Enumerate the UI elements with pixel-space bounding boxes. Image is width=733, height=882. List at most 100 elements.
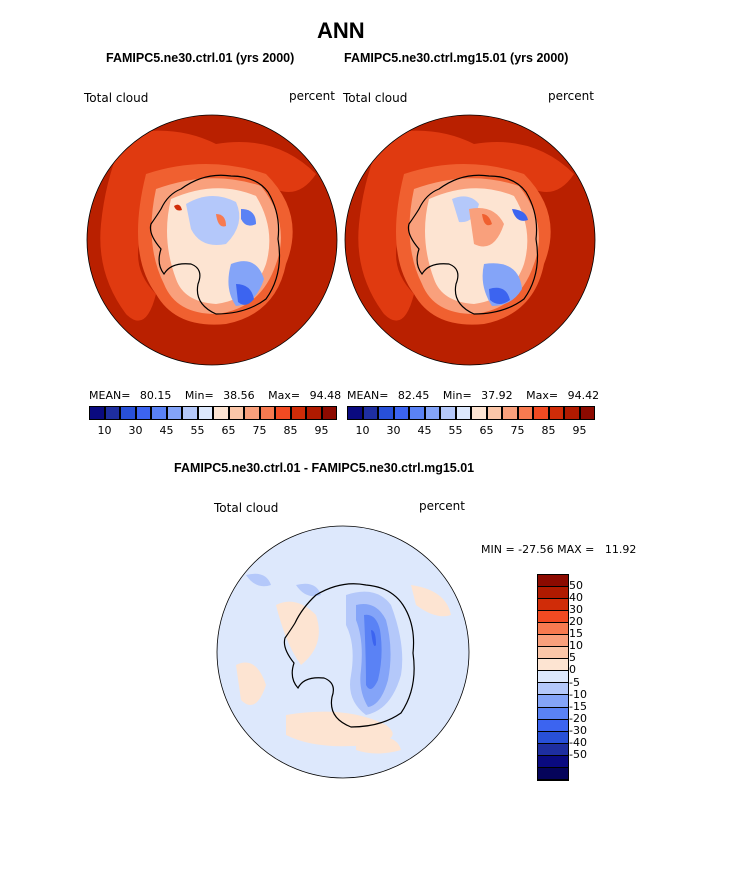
colorbar-tick-label: 45 (159, 424, 174, 437)
colorbar-swatch (455, 406, 471, 420)
colorbar-swatch (135, 406, 151, 420)
colorbar-swatch (259, 406, 275, 420)
colorbar-swatch (182, 406, 198, 420)
right-colorbar (347, 406, 595, 420)
colorbar-swatch (424, 406, 440, 420)
colorbar-swatch (538, 731, 568, 744)
colorbar-swatch (321, 406, 337, 420)
colorbar-label: -5 (569, 675, 580, 689)
left-polar-map (86, 114, 338, 366)
colorbar-swatch (347, 406, 363, 420)
colorbar-swatch (538, 755, 568, 768)
right-min-value: 37.92 (481, 389, 513, 402)
colorbar-tick-label: 75 (510, 424, 525, 437)
left-unit-label: percent (289, 89, 335, 103)
colorbar-label: -40 (569, 735, 587, 749)
colorbar-label: -50 (569, 747, 587, 761)
colorbar-swatch (244, 406, 260, 420)
colorbar-swatch (471, 406, 487, 420)
right-max-value: 94.42 (567, 389, 600, 402)
colorbar-swatch (538, 671, 568, 684)
right-unit-label: percent (548, 89, 594, 103)
colorbar-swatch (120, 406, 136, 420)
colorbar-tick-label: 10 (97, 424, 112, 437)
colorbar-swatch (538, 767, 568, 780)
colorbar-label: -30 (569, 723, 587, 737)
left-stats: MEAN= 80.15 Min= 38.56 Max= 94.48 (89, 389, 341, 402)
colorbar-label: 30 (569, 603, 583, 617)
diff-colorbar (537, 574, 569, 781)
colorbar-swatch (409, 406, 425, 420)
colorbar-swatch (538, 623, 568, 636)
left-mean-value: 80.15 (139, 389, 172, 402)
left-max-value: 94.48 (309, 389, 342, 402)
diff-unit-label: percent (419, 499, 465, 513)
diff-subtitle: FAMIPC5.ne30.ctrl.01 - FAMIPC5.ne30.ctrl… (174, 461, 475, 475)
colorbar-swatch (564, 406, 580, 420)
left-max-label: Max= (268, 389, 301, 402)
colorbar-label: 15 (569, 627, 583, 641)
colorbar-tick-label: 10 (355, 424, 370, 437)
diff-polar-map (216, 525, 470, 779)
right-panel-subtitle: FAMIPC5.ne30.ctrl.mg15.01 (yrs 2000) (344, 51, 569, 65)
colorbar-swatch (548, 406, 564, 420)
left-variable-label: Total cloud (84, 91, 149, 105)
diff-minmax: MIN = -27.56 MAX = 11.92 (481, 543, 637, 556)
colorbar-tick-label: 45 (417, 424, 432, 437)
right-mean-value: 82.45 (397, 389, 430, 402)
colorbar-swatch (517, 406, 533, 420)
colorbar-swatch (538, 611, 568, 624)
right-mean-label: MEAN= (347, 389, 389, 402)
colorbar-tick-label: 85 (283, 424, 298, 437)
colorbar-label: 50 (569, 579, 583, 593)
colorbar-tick-label: 30 (128, 424, 143, 437)
left-mean-label: MEAN= (89, 389, 131, 402)
left-min-label: Min= (184, 389, 214, 402)
colorbar-tick-label: 55 (190, 424, 205, 437)
colorbar-swatch (151, 406, 167, 420)
colorbar-swatch (538, 743, 568, 756)
colorbar-swatch (166, 406, 182, 420)
colorbar-swatch (538, 647, 568, 660)
colorbar-swatch (538, 719, 568, 732)
colorbar-label: 5 (569, 651, 576, 665)
colorbar-label: -10 (569, 687, 587, 701)
colorbar-tick-label: 75 (252, 424, 267, 437)
colorbar-tick-label: 30 (386, 424, 401, 437)
colorbar-swatch (275, 406, 291, 420)
colorbar-swatch (538, 659, 568, 672)
colorbar-swatch (213, 406, 229, 420)
left-colorbar (89, 406, 337, 420)
colorbar-tick-label: 95 (572, 424, 587, 437)
colorbar-swatch (538, 599, 568, 612)
colorbar-label: -15 (569, 699, 587, 713)
colorbar-swatch (89, 406, 105, 420)
colorbar-swatch (104, 406, 120, 420)
left-panel-subtitle: FAMIPC5.ne30.ctrl.01 (yrs 2000) (106, 51, 295, 65)
left-min-value: 38.56 (223, 389, 255, 402)
colorbar-swatch (378, 406, 394, 420)
figure-title: ANN (317, 18, 365, 43)
colorbar-swatch (538, 635, 568, 648)
colorbar-swatch (502, 406, 518, 420)
colorbar-label: -20 (569, 711, 587, 725)
colorbar-swatch (538, 683, 568, 696)
colorbar-tick-label: 65 (479, 424, 494, 437)
colorbar-label: 0 (569, 663, 576, 677)
right-polar-map (344, 114, 596, 366)
colorbar-label: 20 (569, 615, 583, 629)
colorbar-swatch (538, 707, 568, 720)
colorbar-tick-label: 85 (541, 424, 556, 437)
colorbar-tick-label: 65 (221, 424, 236, 437)
colorbar-swatch (579, 406, 595, 420)
right-variable-label: Total cloud (343, 91, 408, 105)
colorbar-label: 10 (569, 639, 583, 653)
colorbar-tick-label: 95 (314, 424, 329, 437)
colorbar-label: 40 (569, 591, 583, 605)
colorbar-tick-label: 55 (448, 424, 463, 437)
colorbar-swatch (538, 575, 568, 588)
colorbar-swatch (538, 695, 568, 708)
colorbar-swatch (486, 406, 502, 420)
colorbar-swatch (197, 406, 213, 420)
colorbar-swatch (440, 406, 456, 420)
